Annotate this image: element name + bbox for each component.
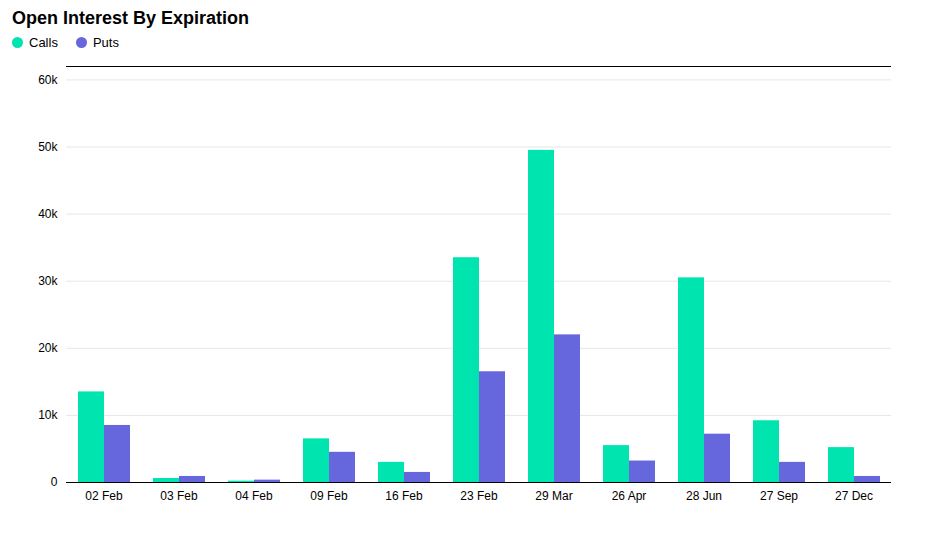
- html-text:Open Interest By Expiration: Open Interest By Expiration: [12, 8, 250, 28]
- svg-text:40k: 40k: [38, 207, 58, 221]
- svg-text:16 Feb: 16 Feb: [385, 489, 423, 503]
- svg-text:60k: 60k: [38, 73, 58, 87]
- svg-text:20k: 20k: [38, 341, 58, 355]
- svg-text:03 Feb: 03 Feb: [160, 489, 198, 503]
- svg-text:04 Feb: 04 Feb: [235, 489, 273, 503]
- html-text:Puts: Puts: [92, 35, 119, 50]
- svg-text:27 Sep: 27 Sep: [760, 489, 798, 503]
- svg-text:10k: 10k: [38, 408, 58, 422]
- svg-text:28 Jun: 28 Jun: [686, 489, 722, 503]
- svg-text:0: 0: [51, 475, 58, 489]
- svg-text:27 Dec: 27 Dec: [835, 489, 873, 503]
- html-text:Calls: Calls: [29, 35, 58, 50]
- svg-text:30k: 30k: [38, 274, 58, 288]
- svg-text:23 Feb: 23 Feb: [460, 489, 498, 503]
- svg-text:50k: 50k: [38, 140, 58, 154]
- svg-text:09 Feb: 09 Feb: [310, 489, 348, 503]
- svg-text:26 Apr: 26 Apr: [612, 489, 647, 503]
- svg-text:29 Mar: 29 Mar: [535, 489, 572, 503]
- svg-text:02 Feb: 02 Feb: [85, 489, 123, 503]
